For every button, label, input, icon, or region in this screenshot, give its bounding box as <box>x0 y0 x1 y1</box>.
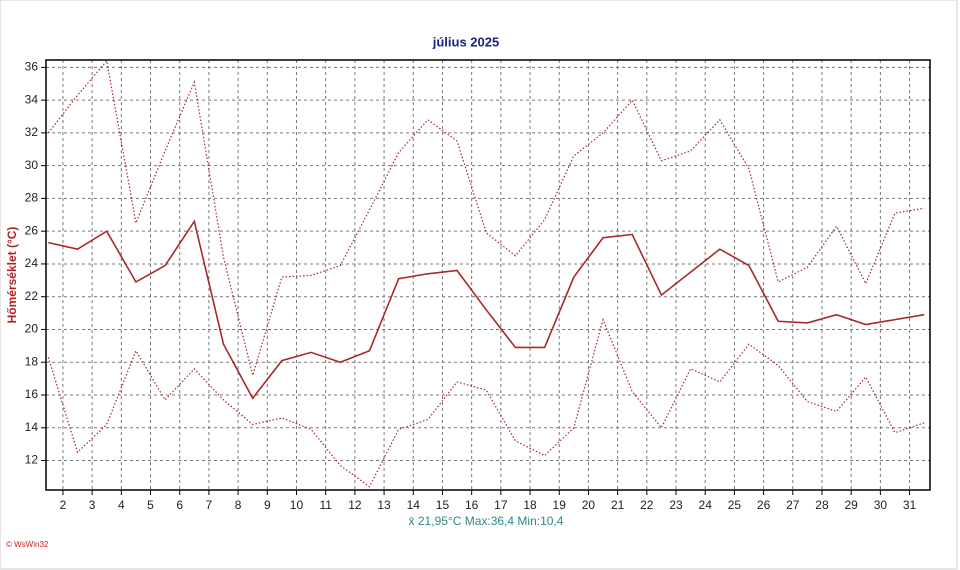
x-tick-label: 12 <box>348 498 362 512</box>
x-tick-label: 21 <box>611 498 625 512</box>
x-tick-label: 26 <box>757 498 771 512</box>
x-tick-label: 8 <box>235 498 242 512</box>
x-tick-label: 19 <box>553 498 567 512</box>
x-tick-label: 5 <box>147 498 154 512</box>
y-tick-label: 22 <box>25 289 39 303</box>
x-tick-label: 4 <box>118 498 125 512</box>
series-line <box>47 317 925 488</box>
x-tick-label: 22 <box>640 498 654 512</box>
series-line <box>48 219 925 400</box>
x-tick-label: 3 <box>89 498 96 512</box>
x-tick-label: 7 <box>206 498 213 512</box>
x-tick-label: 28 <box>815 498 829 512</box>
x-tick-label: 16 <box>465 498 479 512</box>
plot-area <box>45 59 931 491</box>
x-tick-label: 13 <box>377 498 391 512</box>
x-tick-label: 29 <box>844 498 858 512</box>
series-line <box>47 59 925 378</box>
credit: © WsWin32 <box>6 540 49 549</box>
y-tick-label: 30 <box>25 158 39 172</box>
y-tick-label: 26 <box>25 223 39 237</box>
x-tick-label: 27 <box>786 498 800 512</box>
x-tick-label: 11 <box>319 498 332 512</box>
chart-title: július 2025 <box>432 34 499 49</box>
annotation: x̄ 21,95°C Max:36,4 Min:10,4 <box>409 514 564 528</box>
y-tick-label: 20 <box>25 322 39 336</box>
x-tick-label: 24 <box>699 498 713 512</box>
y-tick-label: 34 <box>25 92 39 106</box>
x-tick-label: 25 <box>728 498 742 512</box>
y-tick-label: 36 <box>25 60 39 74</box>
x-tick-label: 10 <box>290 498 304 512</box>
x-tick-label: 2 <box>60 498 67 512</box>
x-tick-label: 30 <box>874 498 888 512</box>
y-tick-label: 24 <box>25 256 39 270</box>
y-tick-label: 16 <box>25 387 39 401</box>
x-tick-label: 14 <box>407 498 421 512</box>
x-tick-label: 23 <box>669 498 683 512</box>
x-tick-label: 6 <box>176 498 183 512</box>
y-tick-label: 14 <box>25 420 39 434</box>
x-tick-label: 18 <box>523 498 537 512</box>
x-tick-label: 17 <box>494 498 508 512</box>
x-tick-label: 15 <box>436 498 450 512</box>
x-tick-label: 20 <box>582 498 596 512</box>
y-axis-label: Hőmérséklet (°C) <box>5 227 19 324</box>
y-tick-label: 12 <box>25 453 39 467</box>
x-tick-label: 31 <box>903 498 917 512</box>
y-tick-label: 28 <box>25 191 39 205</box>
y-tick-label: 32 <box>25 125 39 139</box>
y-tick-label: 18 <box>25 354 39 368</box>
x-tick-label: 9 <box>264 498 271 512</box>
